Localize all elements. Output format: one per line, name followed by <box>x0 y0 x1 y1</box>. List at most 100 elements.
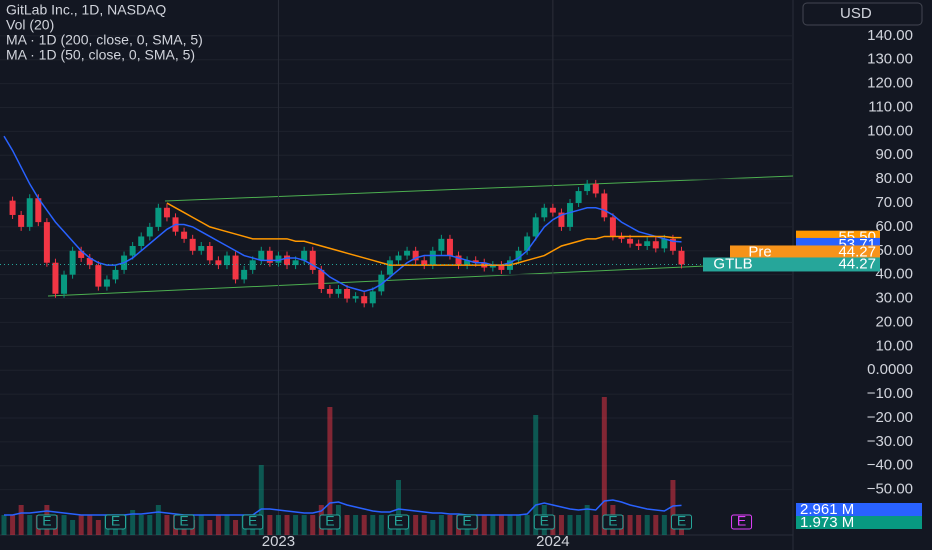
indicator: Vol (20) <box>6 17 54 33</box>
volume-bar <box>593 515 599 535</box>
symbol-title: GitLab Inc., 1D, NASDAQ <box>6 2 166 18</box>
earnings-marker <box>36 514 58 530</box>
earnings-label: E <box>394 513 403 529</box>
pre-badge <box>730 245 880 260</box>
earnings-label: E <box>462 513 471 529</box>
earnings-label: E <box>540 513 549 529</box>
y-tick-label: 140.00 <box>867 27 913 44</box>
volume-bar <box>370 515 376 535</box>
earnings-marker <box>602 514 624 530</box>
volume-bar <box>644 515 650 535</box>
volume-bar <box>87 515 93 535</box>
price-badge-value: 44.27 <box>838 255 876 272</box>
y-tick-label: 120.00 <box>867 75 913 92</box>
y-tick-label: −40.00 <box>867 457 913 474</box>
volume-bar <box>70 520 76 535</box>
currency[interactable]: USD <box>840 5 872 22</box>
volume-bar <box>301 515 307 535</box>
currency-box[interactable] <box>802 2 923 26</box>
volume-bar <box>10 515 16 535</box>
earnings-marker <box>319 514 341 530</box>
y-tick-label: 110.00 <box>868 98 913 115</box>
volume-bar <box>293 515 299 535</box>
y-tick-label: −20.00 <box>867 409 913 426</box>
volume-bar <box>95 520 101 535</box>
earnings-label: E <box>325 513 334 529</box>
volume-bar <box>576 515 582 535</box>
volume-bar <box>430 520 436 535</box>
earnings-label: E <box>608 513 617 529</box>
earnings-marker <box>173 514 195 530</box>
trend-line <box>47 261 794 297</box>
earnings-marker <box>456 514 478 530</box>
volume-bar <box>138 515 144 535</box>
volume-bar <box>438 515 444 535</box>
earnings-marker <box>671 514 693 530</box>
volume-bar <box>353 515 359 535</box>
y-tick-label: 30.00 <box>875 290 913 307</box>
vol-badge <box>796 516 922 529</box>
pre-badge-value: 44.27 <box>838 243 876 260</box>
earnings-label: E <box>111 513 120 529</box>
volume-bar <box>258 465 264 535</box>
y-tick-label: 70.00 <box>875 194 913 211</box>
volume-bar <box>215 515 221 535</box>
x-tick-label: 2024 <box>536 533 569 550</box>
volume-bar <box>130 510 136 535</box>
y-tick-label: 40.00 <box>875 266 913 283</box>
y-tick-label: −50.00 <box>867 481 913 498</box>
volume-bar <box>267 515 273 535</box>
y-tick-label: 60.00 <box>875 218 913 235</box>
volume-bar <box>516 515 522 535</box>
vol-ma-value: 2.961 M <box>800 501 854 518</box>
volume-bar <box>147 515 153 535</box>
y-tick-label: 10.00 <box>875 337 913 354</box>
volume-bar <box>636 515 642 535</box>
volume-bar <box>533 415 539 535</box>
price-badge-label: GTLB <box>713 255 752 272</box>
volume-bar <box>661 515 667 535</box>
volume-bar <box>207 520 213 535</box>
trend-line <box>164 175 794 202</box>
y-tick-label: 80.00 <box>875 170 913 187</box>
volume-bar <box>481 515 487 535</box>
volume-bar <box>233 520 239 535</box>
earnings-marker <box>388 514 409 530</box>
volume-bar <box>78 515 84 535</box>
pre-badge-label: Pre <box>748 243 771 260</box>
volume-bar <box>627 515 633 535</box>
y-tick-label: 50.00 <box>875 242 913 259</box>
volume-bar <box>601 397 607 535</box>
ma-line <box>166 202 682 266</box>
y-tick-label: 0.0000 <box>867 361 913 378</box>
volume-bar <box>1 515 7 535</box>
y-tick-label: 130.00 <box>867 51 913 68</box>
indicator: MA · 1D (50, close, 0, SMA, 5) <box>6 47 195 63</box>
volume-bar <box>284 515 290 535</box>
vol-value: 1.973 M <box>800 514 854 531</box>
volume-bar <box>413 515 419 535</box>
earnings-marker <box>104 514 126 530</box>
volume-bar <box>558 515 564 535</box>
earnings-marker <box>533 514 555 530</box>
earnings-label: E <box>737 513 746 529</box>
volume-bar <box>447 515 453 535</box>
x-tick-label: 2023 <box>262 533 295 550</box>
earnings-label: E <box>42 513 51 529</box>
volume-bar <box>310 515 316 535</box>
volume-bar <box>164 515 170 535</box>
volume-bar <box>507 515 513 535</box>
volume-bar <box>198 515 204 535</box>
volume-bar <box>670 480 676 535</box>
volume-bar <box>344 515 350 535</box>
y-tick-label: 90.00 <box>875 146 913 163</box>
earnings-label: E <box>248 513 257 529</box>
volume-bar <box>18 505 24 535</box>
volume-bar <box>275 515 281 535</box>
earnings-marker <box>731 514 753 530</box>
indicator: MA · 1D (200, close, 0, SMA, 5) <box>6 32 203 48</box>
earnings-marker <box>242 514 264 530</box>
volume-bar <box>498 515 504 535</box>
